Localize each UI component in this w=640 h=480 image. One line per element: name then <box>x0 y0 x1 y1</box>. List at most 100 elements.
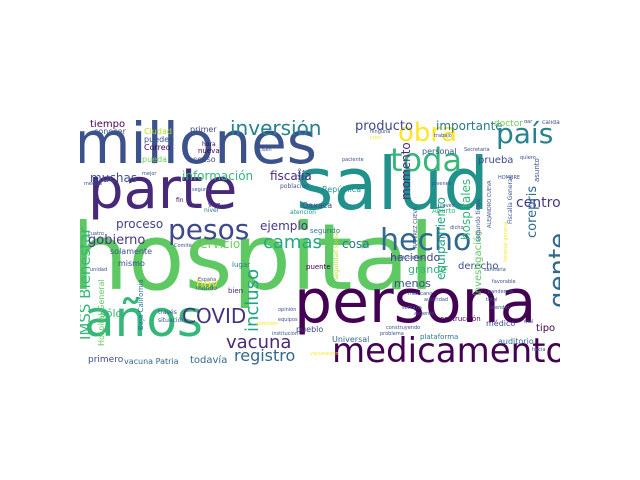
word-gobierno: gobierno <box>88 233 146 248</box>
word-primer: primer <box>190 125 217 134</box>
word-seguridad-social: seguridad social <box>333 231 340 280</box>
word-prueba: prueba <box>478 155 514 166</box>
word-trabajo: trabajo <box>434 133 452 139</box>
word-poblacion: población <box>280 183 310 190</box>
word-menos: menos <box>394 277 431 290</box>
word-jovenes: jóvenes <box>432 181 452 187</box>
word-traves: través <box>158 309 177 316</box>
word-aburto: Aburto <box>432 207 456 215</box>
word-lugar: lugar <box>232 261 250 269</box>
word-segundo: segundo <box>310 227 340 235</box>
word-grande: grande <box>408 263 447 276</box>
word-auditorio: auditorio <box>498 337 534 346</box>
word-solamente: solamente <box>110 247 153 256</box>
word-semana: semana <box>402 305 422 311</box>
word-cuatro: cuatro <box>88 231 104 237</box>
word-dar: dar <box>524 120 533 125</box>
word-segundo-tiraje: segundo tiraje <box>475 198 482 242</box>
word-salud: salud <box>296 142 489 226</box>
word-favorable: favorable <box>492 279 516 285</box>
word-doctor: doctor <box>494 120 523 129</box>
word-fin: fin <box>176 197 184 204</box>
word-creo: creo <box>370 135 381 141</box>
word-informacion: información <box>182 169 254 183</box>
word-servicio: servicio <box>194 237 241 251</box>
word-construccion: construcción <box>436 315 481 323</box>
word-jueves: Jueves <box>438 203 455 209</box>
word-total: total <box>486 297 498 303</box>
word-secretaria: Secretaría <box>464 147 490 153</box>
word-pais: país <box>496 120 554 150</box>
word-hacia: hacia <box>532 347 546 353</box>
word-nivel: nivel <box>204 207 219 214</box>
word-acceso: acceso <box>188 155 216 164</box>
word-camas: camas <box>263 232 322 253</box>
word-seguro: seguro <box>192 187 210 193</box>
word-proceso: proceso <box>116 217 164 231</box>
word-institucion: institución <box>272 331 299 337</box>
word-pueda: pueda <box>142 155 168 164</box>
word-puente: puente <box>306 263 331 271</box>
word-atender: atender <box>490 305 510 311</box>
word-anos: años <box>84 290 203 348</box>
word-mejor: mejor <box>142 171 157 177</box>
word-conocer: conocer <box>94 127 126 136</box>
word-covid: COVID <box>182 304 247 328</box>
word-cloud: hospital salud persona millones parte añ… <box>80 120 560 368</box>
word-derecho: derecho <box>458 261 499 272</box>
word-momento: momento <box>399 142 413 200</box>
word-ejemplo: ejemplo <box>260 219 309 233</box>
word-bien: bien <box>228 287 244 295</box>
word-equipos: equipos <box>278 317 298 323</box>
word-correo: Correo <box>144 143 171 152</box>
word-pueblo: pueblo <box>296 325 324 334</box>
word-medicamento: medicamento <box>332 331 560 368</box>
word-mal: mal <box>524 319 534 325</box>
word-espana: España <box>198 277 217 283</box>
word-asunto: asunto <box>533 158 541 182</box>
word-pesos: pesos <box>168 213 250 246</box>
word-centro: centro <box>516 195 560 211</box>
word-todavia: todavía <box>190 355 228 366</box>
word-ramirez-cueva: RAMÍREZ CUEVA <box>413 207 419 248</box>
word-mismo: mismo <box>118 259 145 268</box>
word-fiscalia-general: Fiscalía General <box>507 176 514 224</box>
word-vacunacion: vacunación <box>310 351 339 357</box>
word-dicho: dicho <box>450 225 464 231</box>
word-video: video <box>297 168 303 182</box>
word-medios: medios <box>84 181 103 187</box>
word-comision: comisión <box>256 321 279 327</box>
word-tipo: tipo <box>536 323 556 334</box>
word-inversion: inversión <box>230 120 322 140</box>
word-construyendo: construyendo <box>386 325 421 331</box>
word-pueden: pueden <box>144 135 175 144</box>
word-producto: producto <box>355 120 413 134</box>
word-medico: médico <box>486 319 516 328</box>
word-personal: personal <box>422 147 457 156</box>
word-ciudad: Ciudad <box>144 127 172 136</box>
word-ninguna: ninguna <box>370 129 391 135</box>
word-hecho: hecho <box>380 223 472 258</box>
word-millones: millones <box>80 120 317 177</box>
word-corepris: corepris <box>525 185 540 238</box>
word-republica: República <box>322 185 362 194</box>
word-unidad: unidad <box>90 267 108 273</box>
word-registro: registro <box>234 346 296 365</box>
word-acuerdo: acuerdo <box>414 311 435 317</box>
word-pandemia: pandemia <box>488 289 513 295</box>
word-hora: hora <box>202 141 216 148</box>
word-vacuna: vacuna <box>226 332 292 353</box>
word-mexicano: mexicano <box>408 291 433 297</box>
word-cisen: Cisen <box>258 147 272 153</box>
word-situacion: situación <box>158 317 186 324</box>
word-persona: persona <box>294 267 537 337</box>
word-atencion: atención <box>290 209 316 216</box>
word-toda: toda <box>390 141 463 179</box>
word-oaxaca: Oaxaca <box>302 201 333 210</box>
word-hospital-general: Hospital General <box>97 279 106 346</box>
word-problema: problema <box>380 331 404 337</box>
word-obra: obra <box>398 120 458 148</box>
word-calidad: calidad <box>542 120 560 126</box>
word-importante: importante <box>436 120 503 133</box>
word-primero: primero <box>88 355 124 365</box>
